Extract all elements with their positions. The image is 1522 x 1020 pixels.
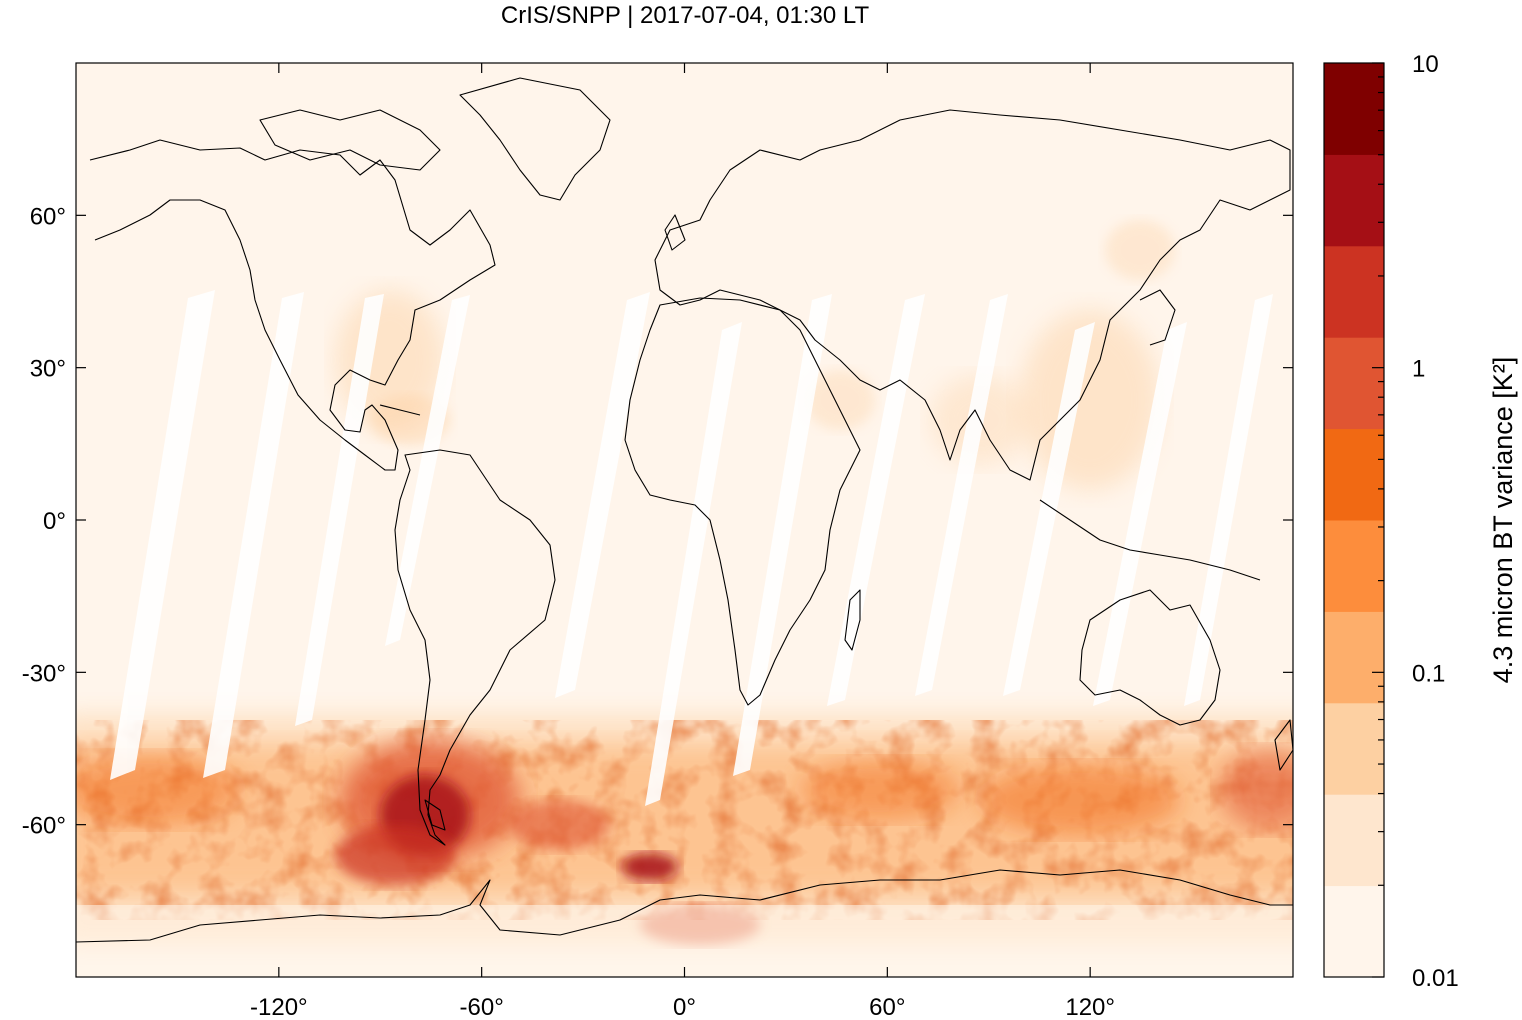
map-panel — [76, 63, 1293, 977]
y-tick-label: 0° — [43, 508, 66, 535]
colorbar-frame — [1323, 62, 1385, 978]
y-tick-label: -30° — [22, 660, 66, 687]
coastline-caribbean — [379, 404, 421, 416]
colorbar-ticks — [1372, 62, 1384, 978]
swath-gap — [1003, 322, 1095, 696]
colorbar-labels: 10 1 0.1 0.01 — [1412, 51, 1459, 992]
antarctic-low-band — [76, 905, 1293, 977]
swath-gap — [733, 294, 832, 776]
x-tick-label: 0° — [673, 994, 696, 1020]
coastline-greenland — [459, 77, 611, 201]
coastline-australia — [1079, 589, 1221, 726]
swath-gap — [915, 294, 1008, 696]
axis-labels: -120° -60° 0° 60° 120° 60° 30° 0° -30° -60° — [22, 203, 1115, 1020]
coastline-arctic-islands — [259, 109, 441, 171]
variance-field — [76, 220, 1293, 977]
coastlines — [76, 77, 1293, 943]
hotspot-peninsula — [622, 853, 678, 881]
y-tick-label: 30° — [30, 356, 66, 383]
swath-gap — [645, 322, 742, 806]
x-tick-label: -60° — [460, 994, 504, 1020]
plot-title: CrIS/SNPP | 2017-07-04, 01:30 LT — [500, 2, 870, 29]
x-tick-label: 60° — [869, 994, 905, 1020]
coastline-north-america — [89, 139, 496, 471]
coastline-uk — [664, 214, 686, 251]
swath-gaps — [110, 290, 1273, 806]
colorbar-segment — [1324, 154, 1384, 247]
colorbar-segment — [1324, 885, 1384, 978]
colorbar-segment — [1324, 794, 1384, 887]
colorbar-tick-label: 1 — [1412, 356, 1425, 383]
y-tick-label: -60° — [22, 813, 66, 840]
swath-gap — [555, 292, 650, 698]
colorbar-tick-label: 0.01 — [1412, 965, 1459, 992]
hotspot-tasman — [1220, 750, 1293, 830]
swath-gap — [1093, 322, 1187, 706]
y-tick-label: 60° — [30, 203, 66, 230]
swath-gap — [827, 294, 925, 706]
colorbar-segment — [1324, 337, 1384, 430]
x-tick-label: 120° — [1065, 994, 1115, 1020]
coastline-antarctica — [76, 869, 1293, 943]
colorbar-segment — [1324, 245, 1384, 338]
colorbar-segment — [1324, 428, 1384, 521]
weak-mideast — [805, 370, 875, 430]
coastline-tierra-del-fuego — [424, 799, 446, 831]
x-tick-label: -120° — [250, 994, 308, 1020]
colorbar-segment — [1324, 702, 1384, 795]
swath-gap — [203, 292, 304, 778]
swath-gap — [295, 294, 384, 726]
hotspot-drake — [335, 825, 455, 885]
coastline-japan — [1139, 289, 1176, 346]
colorbar-segment — [1324, 63, 1384, 155]
coastline-maritime-continent — [1039, 499, 1261, 581]
coastline-madagascar — [844, 589, 861, 651]
colorbar — [1323, 62, 1385, 978]
axis-ticks — [76, 63, 1293, 977]
colorbar-tick-label: 0.1 — [1412, 660, 1445, 687]
colorbar-title: 4.3 micron BT variance [K²] — [1488, 357, 1518, 684]
weak-siberia — [1105, 220, 1175, 280]
swath-gap — [110, 290, 215, 780]
hotspot-scotia — [510, 800, 610, 850]
hotspot-south-atlantic — [800, 760, 960, 820]
colorbar-segment — [1324, 520, 1384, 612]
coastline-new-zealand — [1274, 719, 1293, 771]
coastline-south-america — [394, 449, 556, 846]
hotspot-indian-ocean — [980, 765, 1180, 835]
colorbar-segment — [1324, 611, 1384, 704]
coastline-europe-asia — [654, 109, 1291, 481]
coastline-africa — [624, 297, 861, 706]
swath-gap — [1184, 294, 1273, 706]
swath-gap — [385, 295, 470, 646]
colorbar-tick-label: 10 — [1412, 51, 1439, 78]
